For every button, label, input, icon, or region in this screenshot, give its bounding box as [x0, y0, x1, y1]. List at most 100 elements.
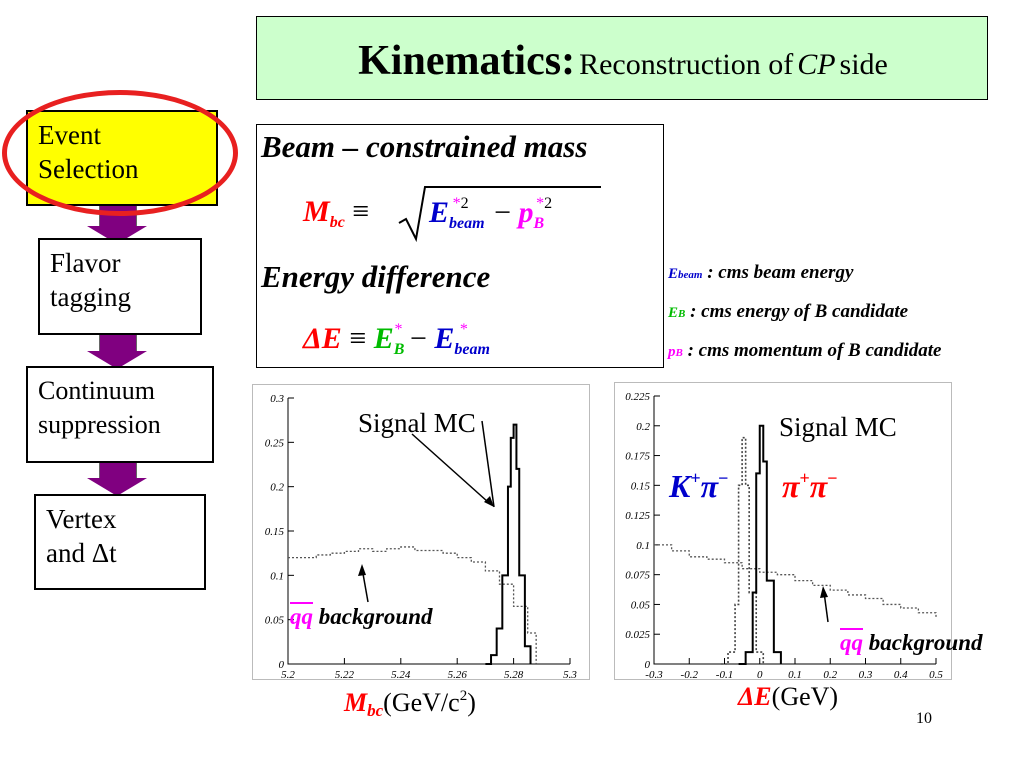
- delta-e-plot: -0.3 -0.2 -0.1 0 0.1 0.2 0.3 0.4 0.5 0 0.025 0.05 0.…: [614, 382, 952, 680]
- qq-label: qq: [290, 604, 313, 629]
- e-beam-symbol: E: [429, 196, 450, 229]
- x-tick-label: 0.1: [788, 669, 802, 680]
- y-tick-label: 0.1: [636, 540, 650, 552]
- background-label: background: [318, 604, 433, 629]
- axis-close: ): [467, 688, 476, 717]
- x-tick-label: -0.1: [716, 669, 733, 680]
- kpi-plus: +: [690, 468, 701, 488]
- sqrt-content: Ebeam *2 − pB *2: [429, 195, 552, 233]
- e-beam-sub: beam: [454, 341, 490, 358]
- legend-text: : cms momentum of B candidate: [687, 340, 942, 361]
- kpi-k: K: [669, 468, 691, 504]
- signal-mc-label-left: Signal MC: [358, 408, 476, 438]
- title-sub-prefix: Reconstruction of: [579, 48, 794, 81]
- x-tick-label: 5.2: [281, 669, 295, 680]
- signal-pointer-line: [481, 420, 495, 508]
- x-tick-label: 0: [757, 669, 763, 680]
- legend-e-beam: Ebeam : cms beam energy: [668, 262, 853, 284]
- title-box: Kinematics: Reconstruction of CP side: [256, 16, 988, 100]
- pipi-series: [738, 424, 782, 665]
- e-b-star: *: [394, 321, 403, 338]
- kpi-series: [720, 436, 765, 665]
- delta-e-axis-title: ΔE(GeV): [738, 682, 838, 712]
- y-tick-label: 0.25: [265, 437, 285, 449]
- y-tick-label: 0.2: [270, 482, 284, 494]
- flow-arrow-head-3: [87, 478, 147, 496]
- x-tick-label: 5.28: [504, 669, 524, 680]
- x-tick-label: 5.26: [448, 669, 468, 680]
- y-tick-label: 0.15: [631, 480, 651, 492]
- flow-arrow-head-2: [87, 351, 147, 369]
- y-tick-label: 0.225: [625, 391, 650, 403]
- formula-box: Beam – constrained mass Mbc ≡ Ebeam *2 − …: [256, 124, 664, 368]
- signal-mc-label-right: Signal MC: [779, 412, 897, 442]
- axis-unit: (GeV/c: [383, 688, 460, 717]
- x-tick-label: 0.2: [823, 669, 837, 680]
- kpi-label: K+π−: [669, 468, 728, 505]
- x-tick-label: -0.3: [645, 669, 663, 680]
- legend-sub: B: [678, 308, 686, 320]
- axis-m: M: [344, 688, 368, 717]
- y-tick-label: 0.05: [631, 599, 651, 611]
- flow-step-line: Continuum: [38, 376, 156, 405]
- y-tick-label: 0.175: [625, 451, 650, 463]
- bg-arrowhead: [820, 586, 828, 598]
- slide-title: Kinematics: Reconstruction of CP side: [257, 37, 989, 85]
- flow-step-vertex: Vertex and Δt: [34, 494, 206, 590]
- qq-background-label-right: qq background: [840, 630, 983, 656]
- axis-de: ΔE: [738, 682, 772, 711]
- title-sub-cp: CP: [797, 48, 836, 81]
- flow-step-line: Vertex: [46, 504, 117, 534]
- star-mark: *: [536, 195, 545, 212]
- title-main: Kinematics:: [358, 38, 576, 84]
- plot-frame: [614, 382, 952, 680]
- flow-step-line: suppression: [38, 410, 161, 439]
- delta-e-symbol: ΔE: [303, 322, 342, 355]
- pipi-label: π+π−: [782, 468, 837, 505]
- y-tick-label: 0.125: [625, 510, 650, 522]
- flow-step-continuum-suppression: Continuum suppression: [26, 366, 214, 463]
- legend-symbol: E: [668, 266, 679, 282]
- kpi-minus: −: [718, 468, 729, 488]
- x-tick-label: 0.3: [859, 669, 873, 680]
- x-tick-label: 0.5: [929, 669, 943, 680]
- x-tick-label: 5.24: [391, 669, 411, 680]
- flow-step-line: and Δt: [46, 538, 117, 568]
- x-tick-label: -0.2: [681, 669, 699, 680]
- y-tick-label: 0.075: [625, 570, 650, 582]
- mbc-plot-ticks: 5.2 5.22 5.24 5.26 5.28 5.3 0 0.05 0.1 0.15 0.2 0.2…: [265, 393, 578, 680]
- legend-text: : cms energy of B candidate: [690, 301, 909, 322]
- heading-energy-difference: Energy difference: [261, 259, 491, 294]
- background-label: background: [868, 630, 983, 655]
- equiv-sign: ≡: [349, 322, 367, 355]
- qq-background-label-left: qq background: [290, 604, 433, 630]
- e-beam-star: *: [459, 321, 468, 338]
- pipi-minus: −: [827, 468, 838, 488]
- legend-symbol: p: [668, 344, 676, 360]
- flow-arrow-shaft-2: [99, 333, 137, 353]
- axis-sup: 2: [459, 688, 468, 704]
- p-b-symbol: p: [518, 196, 534, 229]
- pipi-plus: +: [799, 468, 810, 488]
- flow-step-line: tagging: [50, 282, 131, 312]
- mbc-sub: bc: [329, 214, 345, 231]
- equation-mbc: Mbc ≡: [303, 195, 369, 232]
- legend-p-b: pB : cms momentum of B candidate: [668, 340, 941, 362]
- minus-sign: −: [494, 196, 511, 229]
- legend-symbol: E: [668, 305, 679, 321]
- x-tick-label: 5.22: [335, 669, 355, 680]
- pipi-pi2: π: [809, 468, 828, 504]
- heading-beam-constrained-mass: Beam – constrained mass: [261, 129, 588, 164]
- bg-arrowhead: [358, 564, 366, 576]
- equiv-sign: ≡: [352, 195, 370, 228]
- mbc-axis-title: Mbc(GeV/c2): [344, 688, 476, 721]
- e-b-symbol: E: [373, 322, 394, 355]
- e-b-sub: B: [393, 341, 405, 358]
- e-beam-sup: *2: [452, 195, 469, 212]
- p-b-sub: B: [533, 215, 545, 232]
- axis-m-sub: bc: [367, 701, 384, 720]
- equation-delta-e: ΔE ≡ EB* − Ebeam*: [303, 321, 490, 359]
- p-b-sup: *2: [536, 195, 553, 212]
- signal-arrow: [411, 433, 489, 503]
- highlight-ellipse: [2, 90, 238, 216]
